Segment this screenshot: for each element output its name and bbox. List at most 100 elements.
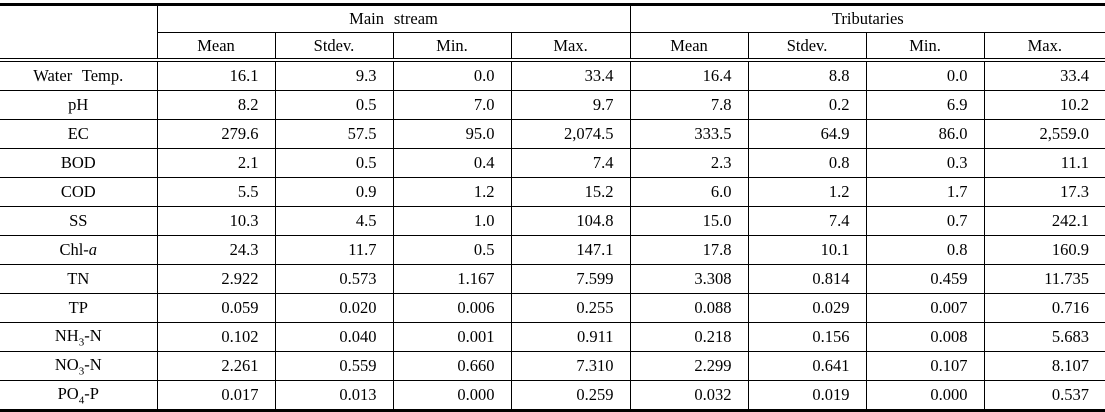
cell: 7.0 — [392, 90, 512, 120]
cell: 15.0 — [629, 206, 749, 236]
cell: 11.7 — [274, 235, 394, 265]
cell: 0.255 — [510, 293, 631, 323]
cell: 4.5 — [274, 206, 394, 236]
cell: 0.218 — [629, 322, 749, 352]
cell: 15.2 — [510, 177, 631, 207]
cell: 10.3 — [156, 206, 276, 236]
row-label: NO3-N — [0, 351, 158, 381]
cell: 17.8 — [629, 235, 749, 265]
row-label: TP — [0, 293, 158, 323]
cell: 0.0 — [392, 59, 512, 91]
cell: 57.5 — [274, 119, 394, 149]
cell: 0.006 — [392, 293, 512, 323]
table-row-ss: SS 10.3 4.5 1.0 104.8 15.0 7.4 0.7 242.1 — [0, 206, 1105, 236]
cell: 0.660 — [392, 351, 512, 381]
col-header-main-min: Min. — [392, 32, 512, 62]
row-label: pH — [0, 90, 158, 120]
cell: 0.019 — [747, 380, 867, 411]
col-header-trib-mean: Mean — [629, 32, 749, 62]
cell: 95.0 — [392, 119, 512, 149]
cell: 0.641 — [747, 351, 867, 381]
cell: 0.088 — [629, 293, 749, 323]
cell: 0.7 — [865, 206, 985, 236]
cell: 0.156 — [747, 322, 867, 352]
cell: 33.4 — [983, 59, 1105, 91]
group-header-row: Main stream Tributaries — [0, 4, 1105, 62]
table-row-ec: EC 279.6 57.5 95.0 2,074.5 333.5 64.9 86… — [0, 119, 1105, 149]
cell: 9.3 — [274, 59, 394, 91]
cell: 104.8 — [510, 206, 631, 236]
table-row-cod: COD 5.5 0.9 1.2 15.2 6.0 1.2 1.7 17.3 — [0, 177, 1105, 207]
cell: 0.259 — [510, 380, 631, 411]
cell: 0.8 — [747, 148, 867, 178]
cell: 1.167 — [392, 264, 512, 294]
water-quality-statistics-table: Main stream Tributaries Mean Stdev. Min.… — [0, 3, 1105, 412]
cell: 0.0 — [865, 59, 985, 91]
cell: 5.5 — [156, 177, 276, 207]
row-label: PO4-P — [0, 380, 158, 411]
col-header-trib-max: Max. — [983, 32, 1105, 62]
cell: 0.107 — [865, 351, 985, 381]
cell: 6.9 — [865, 90, 985, 120]
cell: 11.735 — [983, 264, 1105, 294]
cell: 2,559.0 — [983, 119, 1105, 149]
cell: 0.017 — [156, 380, 276, 411]
table-row-no3-n: NO3-N 2.261 0.559 0.660 7.310 2.299 0.64… — [0, 351, 1105, 381]
cell: 0.9 — [274, 177, 394, 207]
col-header-main-max: Max. — [510, 32, 631, 62]
cell: 0.000 — [865, 380, 985, 411]
cell: 1.7 — [865, 177, 985, 207]
cell: 24.3 — [156, 235, 276, 265]
row-label: Chl-a — [0, 235, 158, 265]
cell: 2.922 — [156, 264, 276, 294]
cell: 6.0 — [629, 177, 749, 207]
cell: 8.107 — [983, 351, 1105, 381]
table-row-tp: TP 0.059 0.020 0.006 0.255 0.088 0.029 0… — [0, 293, 1105, 323]
cell: 0.573 — [274, 264, 394, 294]
table-row-po4-p: PO4-P 0.017 0.013 0.000 0.259 0.032 0.01… — [0, 380, 1105, 411]
cell: 16.1 — [156, 59, 276, 91]
corner-cell — [0, 4, 158, 62]
cell: 1.2 — [747, 177, 867, 207]
cell: 17.3 — [983, 177, 1105, 207]
cell: 0.911 — [510, 322, 631, 352]
cell: 333.5 — [629, 119, 749, 149]
cell: 0.459 — [865, 264, 985, 294]
cell: 147.1 — [510, 235, 631, 265]
cell: 9.7 — [510, 90, 631, 120]
row-label: BOD — [0, 148, 158, 178]
cell: 2,074.5 — [510, 119, 631, 149]
cell: 7.599 — [510, 264, 631, 294]
cell: 2.299 — [629, 351, 749, 381]
group-header-main-stream: Main stream — [156, 4, 631, 33]
cell: 3.308 — [629, 264, 749, 294]
row-label: SS — [0, 206, 158, 236]
cell: 16.4 — [629, 59, 749, 91]
cell: 0.4 — [392, 148, 512, 178]
table-row-ph: pH 8.2 0.5 7.0 9.7 7.8 0.2 6.9 10.2 — [0, 90, 1105, 120]
table-row-water-temp: Water Temp. 16.1 9.3 0.0 33.4 16.4 8.8 0… — [0, 59, 1105, 91]
cell: 33.4 — [510, 59, 631, 91]
cell: 2.261 — [156, 351, 276, 381]
cell: 7.310 — [510, 351, 631, 381]
cell: 0.008 — [865, 322, 985, 352]
cell: 0.102 — [156, 322, 276, 352]
cell: 0.000 — [392, 380, 512, 411]
cell: 0.059 — [156, 293, 276, 323]
row-label: Water Temp. — [0, 59, 158, 91]
row-label: TN — [0, 264, 158, 294]
table-row-chl-a: Chl-a 24.3 11.7 0.5 147.1 17.8 10.1 0.8 … — [0, 235, 1105, 265]
table-row-nh3-n: NH3-N 0.102 0.040 0.001 0.911 0.218 0.15… — [0, 322, 1105, 352]
cell: 0.5 — [392, 235, 512, 265]
col-header-trib-min: Min. — [865, 32, 985, 62]
cell: 0.5 — [274, 148, 394, 178]
cell: 242.1 — [983, 206, 1105, 236]
table-row-tn: TN 2.922 0.573 1.167 7.599 3.308 0.814 0… — [0, 264, 1105, 294]
col-header-main-mean: Mean — [157, 32, 276, 62]
cell: 0.2 — [747, 90, 867, 120]
row-label: NH3-N — [0, 322, 158, 352]
cell: 0.5 — [274, 90, 394, 120]
cell: 160.9 — [983, 235, 1105, 265]
cell: 0.559 — [274, 351, 394, 381]
